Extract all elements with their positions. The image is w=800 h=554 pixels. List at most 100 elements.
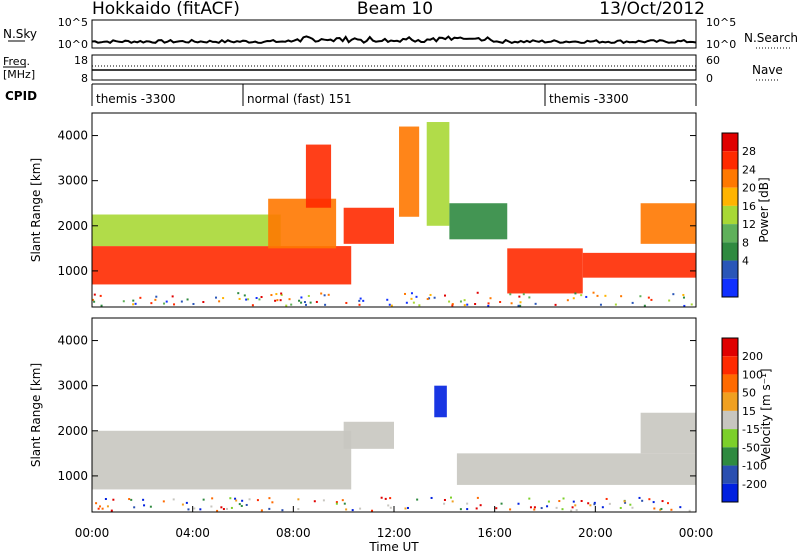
scatter-speckle [679,506,682,509]
y-tick-label: 2000 [57,219,88,233]
cpid-segment-label: normal (fast) 151 [247,92,351,106]
scatter-speckle [211,497,214,500]
scatter-speckle [216,509,219,512]
x-axis-label: Time UT [368,540,419,554]
colorbar-swatch [722,187,738,206]
scatter-speckle [93,300,96,303]
scatter-speckle [238,297,241,300]
scatter-speckle [99,294,102,297]
scatter-speckle [574,292,577,295]
scatter-speckle [659,508,662,511]
scatter-speckle [288,298,291,301]
scatter-speckle [387,504,390,507]
scatter-speckle [449,496,452,499]
scatter-speckle [101,507,104,510]
colorbar-tick-label: 8 [742,236,749,249]
scatter-speckle [389,506,392,509]
scatter-speckle [653,507,656,510]
power-panel: 1000 2000 3000 4000 Slant Range [km] 4 8 12 16… [29,112,771,308]
scatter-speckle [122,300,125,303]
scatter-speckle [575,509,578,512]
scatter-speckle [519,304,522,307]
scatter-speckle [641,499,644,502]
scatter-region [343,421,394,449]
scatter-speckle [384,497,387,500]
x-axis-ticks: 00:00 04:00 08:00 12:00 16:00 20:00 00:00 [75,506,713,540]
scatter-speckle [572,297,575,300]
scatter-speckle [309,301,312,304]
colorbar-tick-label: 28 [742,145,756,158]
scatter-speckle [406,506,409,509]
scatter-speckle [307,294,310,297]
scatter-speckle [534,302,537,305]
scatter-speckle [100,304,103,307]
scatter-speckle [389,497,392,500]
colorbar-swatch [722,338,738,357]
colorbar-tick-label: -100 [742,460,767,473]
scatter-speckle [668,299,671,302]
scatter-speckle [459,508,462,511]
noise-left-tick-bottom: 10^0 [58,38,88,51]
scatter-speckle [300,301,303,304]
scatter-speckle [386,298,389,301]
scatter-speckle [324,303,327,306]
scatter-speckle [247,298,250,301]
scatter-speckle [202,301,205,304]
power-cells [92,122,696,307]
velocity-colorbar: 200 100 50 15 -15 -50 -100 -200 [721,337,767,503]
scatter-speckle [596,294,599,297]
scatter-speckle [415,295,418,298]
scatter-speckle [648,498,651,501]
scatter-speckle [546,505,549,508]
y-tick-label: 1000 [57,264,88,278]
scatter-speckle [181,503,184,506]
velocity-ylabel: Slant Range [km] [29,363,43,467]
colorbar-swatch [722,392,738,411]
scatter-speckle [444,294,447,297]
scatter-speckle [202,498,205,501]
scatter-speckle [593,501,596,504]
scatter-region [426,122,450,226]
scatter-speckle [683,304,686,307]
noise-left-tick-top: 10^5 [58,16,88,29]
scatter-speckle [218,300,221,303]
scatter-speckle [412,301,415,304]
scatter-speckle [390,304,393,307]
scatter-speckle [225,507,228,510]
scatter-speckle [528,296,531,299]
scatter-speckle [345,301,348,304]
scatter-speckle [172,498,175,501]
scatter-speckle [652,501,655,504]
nave-tick-top: 60 [706,54,720,67]
scatter-speckle [593,503,596,506]
beam-title: Beam 10 [357,0,433,19]
colorbar-swatch [722,278,738,297]
scatter-speckle [260,296,263,299]
scatter-speckle [690,303,693,306]
scatter-speckle [106,505,109,508]
colorbar-tick-label: 200 [742,350,763,363]
scatter-speckle [280,292,283,295]
colorbar-swatch [722,447,738,466]
noise-panel: N.Sky 10^5 10^0 10^5 10^0 N.Search [3,16,798,51]
scatter-speckle [619,506,622,509]
scatter-region [92,430,352,490]
scatter-speckle [562,497,565,500]
scatter-speckle [682,296,685,299]
scatter-speckle [285,304,288,307]
scatter-speckle [92,298,95,301]
scatter-speckle [522,293,525,296]
scatter-speckle [222,508,225,511]
scatter-speckle [443,498,446,501]
scatter-speckle [428,297,431,300]
scatter-region [305,144,332,208]
scatter-speckle [230,506,233,509]
scatter-speckle [451,304,454,307]
scatter-speckle [171,295,174,298]
freq-tick-top: 18 [74,54,88,67]
scatter-speckle [229,497,232,500]
scatter-speckle [237,292,240,295]
velocity-colorbar-label: Velocity [m s⁻¹] [759,368,773,461]
scatter-speckle [388,303,391,306]
